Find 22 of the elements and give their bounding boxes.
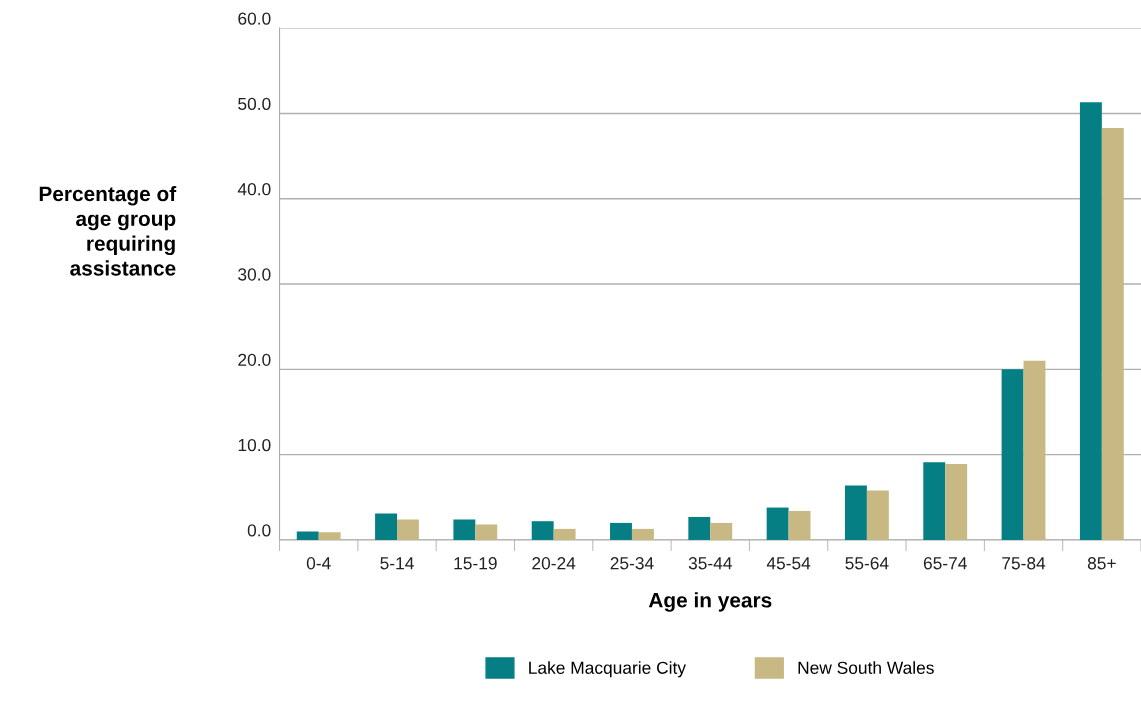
y-tick-label: 30.0	[238, 268, 271, 281]
x-tick-label: 85+	[1087, 557, 1116, 570]
legend-label: Lake Macquarie City	[529, 661, 686, 678]
x-tick-label: 25-34	[610, 557, 654, 570]
legend-label: New South Wales	[798, 661, 934, 674]
x-tick-label: 55-64	[845, 557, 889, 570]
x-tick-label: 0-4	[306, 557, 331, 570]
x-tick-label: 20-24	[532, 557, 576, 570]
y-tick-label: 40.0	[237, 183, 271, 196]
x-tick-label: 65-74	[923, 557, 967, 570]
y-tick-label: 50.0	[238, 97, 271, 111]
x-tick-label: 35-44	[688, 557, 732, 570]
x-tick-label: 5-14	[380, 557, 414, 570]
x-tick-label: 45-54	[766, 557, 811, 570]
y-tick-label: 0.0	[247, 524, 271, 537]
x-axis-title: Age in years	[648, 592, 772, 612]
y-axis-title: Percentage of age group requiring assistance	[39, 185, 177, 276]
y-tick-label: 10.0	[238, 438, 271, 452]
y-tick-label: 60.0	[238, 12, 271, 25]
x-tick-label: 75-84	[1002, 557, 1046, 570]
y-tick-label: 20.0	[238, 353, 271, 366]
x-tick-label: 15-19	[454, 557, 497, 570]
